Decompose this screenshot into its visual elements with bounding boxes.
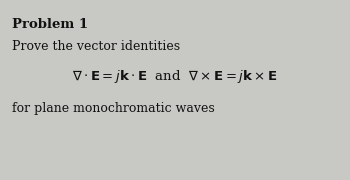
Text: Problem 1: Problem 1: [12, 18, 88, 31]
Text: Prove the vector identities: Prove the vector identities: [12, 40, 180, 53]
Text: for plane monochromatic waves: for plane monochromatic waves: [12, 102, 215, 115]
Text: $\nabla \cdot \mathbf{E} = j\mathbf{k} \cdot \mathbf{E}$  and  $\nabla \times \m: $\nabla \cdot \mathbf{E} = j\mathbf{k} \…: [72, 68, 278, 85]
